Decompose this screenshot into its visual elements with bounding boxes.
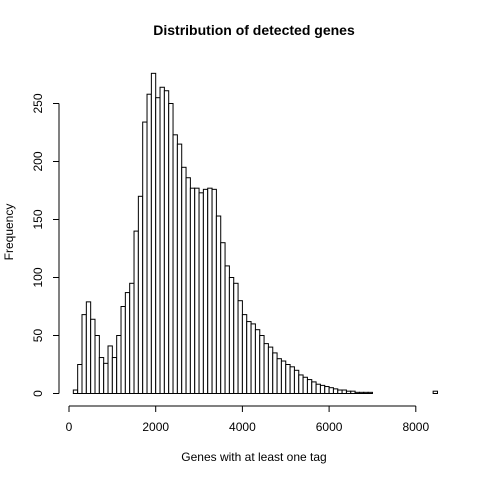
histogram-bar [319, 384, 326, 395]
y-tick-label: 200 [31, 151, 45, 171]
histogram-bar [176, 143, 183, 394]
histogram-bar [324, 386, 330, 395]
histogram-bars [72, 72, 438, 395]
histogram-bar [172, 134, 178, 394]
histogram-bar [259, 335, 265, 394]
x-tick-label: 4000 [229, 420, 256, 434]
histogram-bar [337, 389, 343, 394]
histogram-bar [90, 318, 96, 395]
histogram-bar [224, 265, 230, 394]
histogram-bar [367, 391, 373, 394]
histogram-bar [198, 192, 204, 394]
histogram-bar [202, 188, 209, 394]
histogram-bar [280, 360, 287, 394]
x-axis-label: Genes with at least one tag [181, 450, 326, 464]
histogram-bar [181, 166, 187, 394]
histogram-bar [432, 390, 438, 394]
histogram-bar [124, 292, 131, 394]
histogram-bar [358, 391, 365, 394]
chart-title: Distribution of detected genes [153, 22, 355, 38]
x-tick-label: 8000 [402, 420, 429, 434]
y-tick-label: 150 [31, 209, 45, 229]
histogram-bar [306, 379, 313, 394]
histogram-bar [72, 389, 79, 394]
histogram-bar [120, 306, 126, 394]
histogram-bar [363, 391, 369, 394]
histogram-bar [298, 374, 304, 395]
histogram-bar [302, 376, 308, 395]
histogram-bar [272, 352, 278, 394]
histogram-bar [133, 230, 139, 394]
y-tick-label: 100 [31, 267, 45, 287]
histogram-bar [85, 301, 92, 394]
x-tick-label: 0 [66, 420, 73, 434]
histogram-bar [98, 357, 105, 395]
histogram-bar [220, 242, 226, 394]
histogram-bar [285, 364, 291, 394]
histogram-bar [233, 282, 239, 394]
y-tick-label: 50 [31, 329, 45, 343]
histogram-bar [350, 390, 356, 394]
histogram-bar [137, 195, 144, 394]
histogram-bar [146, 93, 152, 394]
histogram-bar [111, 357, 118, 395]
histogram-bar [185, 177, 191, 394]
histogram-bar [163, 90, 170, 395]
histogram-bar [228, 277, 235, 394]
histogram-bar [341, 389, 347, 394]
histogram-bar [246, 321, 252, 394]
x-tick-label: 2000 [142, 420, 169, 434]
y-axis-label: Frequency [2, 204, 16, 261]
histogram-bar [332, 388, 339, 394]
histogram-bar [345, 390, 352, 394]
histogram-bar [107, 345, 113, 395]
histogram-bar [142, 121, 148, 394]
y-axis: 0 50 100 150 200 250 [31, 93, 60, 397]
histogram-bar [215, 215, 222, 394]
histogram-bar [159, 86, 165, 394]
histogram-bar [207, 187, 213, 394]
histogram-bar [150, 72, 157, 394]
histogram-bar [276, 358, 282, 395]
histogram-bar [211, 188, 217, 394]
histogram-bar [194, 187, 200, 394]
histogram-bar [155, 97, 161, 394]
y-tick-label: 250 [31, 93, 45, 113]
histogram-bar [311, 381, 317, 394]
x-axis: 0 2000 4000 6000 8000 [66, 405, 429, 434]
histogram-bar [263, 343, 269, 394]
histogram-bar [77, 364, 83, 394]
histogram-bar [289, 366, 295, 395]
histogram-bar [237, 300, 243, 395]
histogram-bar [81, 314, 87, 394]
histogram-bar [254, 329, 261, 395]
histogram-bar [94, 335, 100, 394]
histogram-bar [241, 314, 248, 394]
histogram-bar [354, 391, 360, 394]
histogram-bar [293, 369, 300, 394]
y-tick-label: 0 [31, 390, 45, 397]
histogram-bar [250, 323, 256, 394]
histogram-bar [315, 383, 321, 395]
histogram-bar [328, 387, 334, 395]
histogram-bar [189, 187, 196, 394]
histogram-bar [168, 103, 174, 394]
histogram-bar [129, 282, 135, 394]
histogram-bar [103, 362, 109, 394]
histogram-bar [267, 346, 274, 395]
histogram-bar [116, 335, 122, 394]
x-tick-label: 6000 [316, 420, 343, 434]
